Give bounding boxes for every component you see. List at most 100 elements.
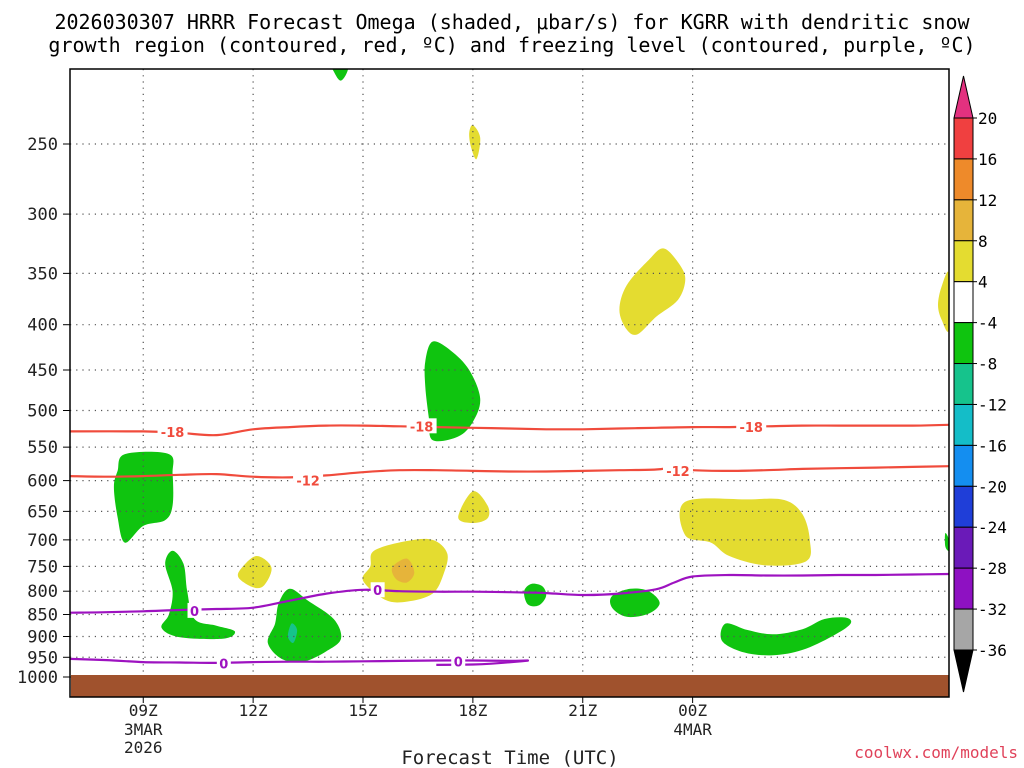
colorbar-label-13: -32 — [978, 600, 1007, 619]
omega-area-9 — [944, 533, 949, 551]
colorbar-label-4: 8 — [978, 232, 988, 251]
x-tick-label-15Z: 15Z — [349, 701, 378, 720]
x-tick-label-12Z: 12Z — [239, 701, 268, 720]
freezing-level-label-bg-2-1 — [216, 655, 231, 671]
y-tick-label-950: 950 — [27, 648, 58, 668]
colorbar-top-arrow — [953, 75, 974, 119]
dgz-contour-1 — [70, 423, 949, 437]
omega-area-16 — [523, 583, 547, 607]
freezing-level-label-1-1: 0 — [190, 605, 199, 620]
x-tick-label-18Z: 18Z — [458, 701, 487, 720]
omega-area-10 — [237, 556, 272, 589]
omega-area-7 — [458, 491, 490, 524]
omega-area-14 — [267, 588, 342, 663]
freezing-level-contour-1 — [70, 572, 949, 614]
y-tick-label-300: 300 — [27, 205, 58, 225]
colorbar-label-5: 4 — [978, 273, 988, 292]
omega-area-12 — [391, 558, 415, 583]
colorbar-label-12: -28 — [978, 559, 1007, 578]
y-tick-label-400: 400 — [27, 316, 58, 336]
dgz-label-bg-1-2 — [406, 418, 437, 434]
dgz-label-bg-2-2 — [662, 462, 693, 478]
omega-area-8 — [679, 498, 811, 566]
dgz-label-bg-2-1 — [293, 472, 324, 488]
dgz-label-2-1: -12 — [296, 475, 320, 490]
y-tick-label-450: 450 — [27, 361, 58, 381]
y-tick-label-550: 550 — [27, 438, 58, 458]
freezing-level-label-2-2: 0 — [454, 655, 463, 670]
y-tick-label-600: 600 — [27, 472, 58, 492]
dgz-label-1-2: -18 — [410, 420, 434, 435]
colorbar-label-6: -4 — [978, 314, 997, 333]
freezing-level-label-bg-1-2 — [370, 582, 385, 598]
omega-area-15 — [287, 623, 298, 643]
dgz-label-bg-1-1 — [157, 424, 188, 440]
x-tick-date-00Z: 4MAR — [673, 720, 712, 739]
freezing-level-label-bg-2-2 — [451, 653, 466, 669]
y-tick-label-800: 800 — [27, 582, 58, 602]
dgz-label-bg-1-3 — [736, 419, 767, 435]
omega-area-18 — [720, 617, 852, 656]
y-tick-label-250: 250 — [27, 135, 58, 155]
omega-area-5 — [424, 341, 481, 442]
dgz-contour-2 — [70, 465, 949, 479]
omega-area-13 — [161, 550, 236, 640]
omega-area-2 — [469, 125, 481, 160]
ground-below-surface — [71, 675, 949, 697]
freezing-level-label-2-1: 0 — [219, 657, 228, 672]
chart-title-line2: growth region (contoured, red, ºC) and f… — [48, 33, 975, 57]
y-tick-label-850: 850 — [27, 606, 58, 626]
colorbar-label-10: -20 — [978, 477, 1007, 496]
x-tick-year-09Z: 2026 — [124, 738, 163, 757]
colorbar-label-1: 20 — [978, 109, 997, 128]
omega-area-4 — [938, 271, 949, 332]
omega-area-1 — [332, 69, 349, 81]
x-tick-label-00Z: 00Z — [678, 701, 707, 720]
colorbar: 20 16 12 8 4 -4 -8 -12 -16 -20 -24 -28 -32 -36 — [953, 75, 1007, 693]
colorbar-box-5 — [953, 281, 974, 324]
colorbar-label-8: -12 — [978, 395, 1007, 414]
colorbar-label-2: 16 — [978, 150, 997, 169]
dgz-label-2-2: -12 — [666, 465, 690, 480]
colorbar-box-13 — [953, 608, 974, 651]
y-tick-label-1000: 1000 — [17, 668, 58, 688]
freezing-level-label-bg-1-1 — [187, 602, 202, 618]
pressure-axis: 2503003504004505005506006507007508008509… — [17, 135, 70, 688]
dgz-label-1-3: -18 — [739, 421, 763, 436]
colorbar-box-2 — [953, 158, 974, 201]
colorbar-label-7: -8 — [978, 355, 997, 374]
gridlines — [70, 69, 949, 697]
colorbar-box-12 — [953, 567, 974, 610]
colorbar-box-9 — [953, 444, 974, 487]
x-tick-label-21Z: 21Z — [568, 701, 597, 720]
dgz-label-1-1: -18 — [161, 426, 185, 441]
credit-text: coolwx.com/models — [854, 743, 1018, 762]
temperature-contours: -18 -18 -18 -12 -12 0 0 0 0 — [70, 418, 949, 672]
freezing-level-label-1-2: 0 — [373, 584, 382, 599]
y-tick-label-350: 350 — [27, 264, 58, 284]
x-axis-label: Forecast Time (UTC) — [401, 747, 618, 768]
colorbar-box-11 — [953, 526, 974, 569]
y-tick-label-750: 750 — [27, 557, 58, 577]
y-tick-label-650: 650 — [27, 502, 58, 522]
x-tick-date-09Z: 3MAR — [124, 720, 163, 739]
plot-frame — [69, 68, 950, 698]
freezing-level-contour-2 — [70, 657, 530, 666]
colorbar-box-7 — [953, 363, 974, 405]
colorbar-box-8 — [953, 403, 974, 446]
omega-area-3 — [619, 248, 686, 335]
colorbar-label-11: -24 — [978, 518, 1007, 537]
omega-area-17 — [609, 588, 660, 618]
colorbar-label-9: -16 — [978, 436, 1007, 455]
colorbar-label-3: 12 — [978, 191, 997, 210]
y-tick-label-900: 900 — [27, 627, 58, 647]
colorbar-bottom-arrow — [953, 649, 974, 693]
y-tick-label-700: 700 — [27, 531, 58, 551]
chart-title-line1: 2026030307 HRRR Forecast Omega (shaded, … — [54, 10, 970, 34]
colorbar-box-10 — [953, 485, 974, 528]
colorbar-label-14: -36 — [978, 641, 1007, 660]
colorbar-box-3 — [953, 199, 974, 242]
omega-shaded-areas — [113, 69, 949, 663]
